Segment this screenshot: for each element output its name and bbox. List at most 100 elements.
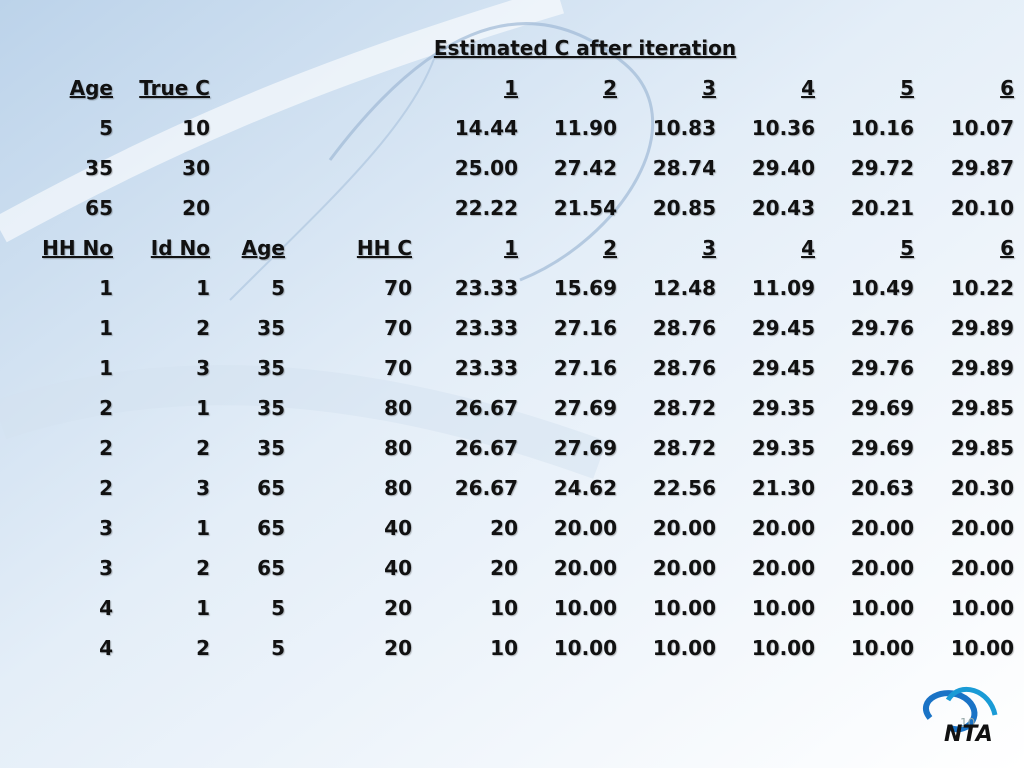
- table-cell: 80: [384, 396, 412, 420]
- table-cell: 35: [257, 436, 285, 460]
- table-cell: 10.00: [553, 596, 617, 620]
- header-cell: 1: [504, 236, 518, 260]
- table-cell: 40: [384, 516, 412, 540]
- table-cell: 2: [196, 436, 210, 460]
- table-cell: 10: [182, 116, 210, 140]
- table-cell: 10.16: [850, 116, 914, 140]
- table-cell: 20.00: [553, 516, 617, 540]
- table-cell: 25.00: [454, 156, 518, 180]
- table-cell: 20.63: [850, 476, 914, 500]
- table-cell: 5: [271, 636, 285, 660]
- table-cell: 29.45: [751, 356, 815, 380]
- table-cell: 20.00: [652, 556, 716, 580]
- table-cell: 29.35: [751, 436, 815, 460]
- table-cell: 80: [384, 436, 412, 460]
- table-cell: 29.40: [751, 156, 815, 180]
- table-cell: 22.22: [454, 196, 518, 220]
- table-cell: 1: [196, 516, 210, 540]
- table-cell: 20: [384, 596, 412, 620]
- table-cell: 2: [196, 556, 210, 580]
- table-cell: 29.89: [950, 316, 1014, 340]
- table-cell: 1: [99, 356, 113, 380]
- table-cell: 27.16: [553, 356, 617, 380]
- table-cell: 20.00: [850, 556, 914, 580]
- page-number: 10: [960, 716, 976, 730]
- table-cell: 1: [196, 396, 210, 420]
- table-cell: 4: [99, 596, 113, 620]
- table-cell: 10.00: [553, 636, 617, 660]
- table-cell: 20.00: [751, 556, 815, 580]
- table-cell: 1: [196, 596, 210, 620]
- table-cell: 20: [490, 556, 518, 580]
- table-cell: 28.76: [652, 356, 716, 380]
- header-cell: Age: [241, 236, 285, 260]
- table-cell: 29.89: [950, 356, 1014, 380]
- table-cell: 29.35: [751, 396, 815, 420]
- table-cell: 23.33: [454, 276, 518, 300]
- header-cell: 2: [603, 236, 617, 260]
- table-cell: 70: [384, 356, 412, 380]
- table-cell: 35: [257, 316, 285, 340]
- table-title: Estimated C after iteration: [433, 36, 737, 60]
- table-cell: 3: [99, 556, 113, 580]
- table-cell: 5: [271, 276, 285, 300]
- table-cell: 20.00: [652, 516, 716, 540]
- table-cell: 22.56: [652, 476, 716, 500]
- logo-mark: [923, 686, 998, 733]
- table-cell: 10: [490, 636, 518, 660]
- table-cell: 70: [384, 316, 412, 340]
- table-cell: 10.00: [751, 596, 815, 620]
- table-cell: 29.69: [850, 436, 914, 460]
- header-cell: 2: [603, 76, 617, 100]
- table-cell: 29.69: [850, 396, 914, 420]
- table-cell: 28.72: [652, 436, 716, 460]
- table-cell: 2: [99, 476, 113, 500]
- table-cell: 20.00: [751, 516, 815, 540]
- header-cell: 6: [1000, 236, 1014, 260]
- table-cell: 29.85: [950, 436, 1014, 460]
- table-cell: 65: [257, 556, 285, 580]
- table-cell: 65: [257, 476, 285, 500]
- header-cell: Age: [69, 76, 113, 100]
- header-cell: 3: [702, 236, 716, 260]
- table-cell: 20.10: [950, 196, 1014, 220]
- table-cell: 20: [182, 196, 210, 220]
- table-cell: 27.42: [553, 156, 617, 180]
- table-cell: 65: [85, 196, 113, 220]
- table-cell: 2: [196, 316, 210, 340]
- table-cell: 26.67: [454, 396, 518, 420]
- table-cell: 10.00: [950, 636, 1014, 660]
- table-cell: 10.00: [751, 636, 815, 660]
- table-cell: 10.00: [850, 596, 914, 620]
- header-cell: Id No: [150, 236, 210, 260]
- table-cell: 29.45: [751, 316, 815, 340]
- header-cell: 4: [801, 76, 815, 100]
- header-cell: 1: [504, 76, 518, 100]
- table-cell: 28.72: [652, 396, 716, 420]
- table-cell: 23.33: [454, 356, 518, 380]
- table-cell: 3: [196, 356, 210, 380]
- table-cell: 10.00: [652, 636, 716, 660]
- header-cell: 5: [900, 76, 914, 100]
- table-cell: 29.72: [850, 156, 914, 180]
- header-cell: True C: [139, 76, 210, 100]
- table-cell: 3: [196, 476, 210, 500]
- table-cell: 26.67: [454, 476, 518, 500]
- table-cell: 21.54: [553, 196, 617, 220]
- table-cell: 27.69: [553, 396, 617, 420]
- table-cell: 10.49: [850, 276, 914, 300]
- table-cell: 24.62: [553, 476, 617, 500]
- table-cell: 10.22: [950, 276, 1014, 300]
- table-cell: 27.16: [553, 316, 617, 340]
- table-cell: 5: [271, 596, 285, 620]
- table-cell: 29.87: [950, 156, 1014, 180]
- table-cell: 12.48: [652, 276, 716, 300]
- table-cell: 1: [99, 316, 113, 340]
- table-cell: 20.21: [850, 196, 914, 220]
- table-cell: 26.67: [454, 436, 518, 460]
- header-cell: 3: [702, 76, 716, 100]
- table-cell: 28.74: [652, 156, 716, 180]
- table-cell: 21.30: [751, 476, 815, 500]
- table-cell: 10.83: [652, 116, 716, 140]
